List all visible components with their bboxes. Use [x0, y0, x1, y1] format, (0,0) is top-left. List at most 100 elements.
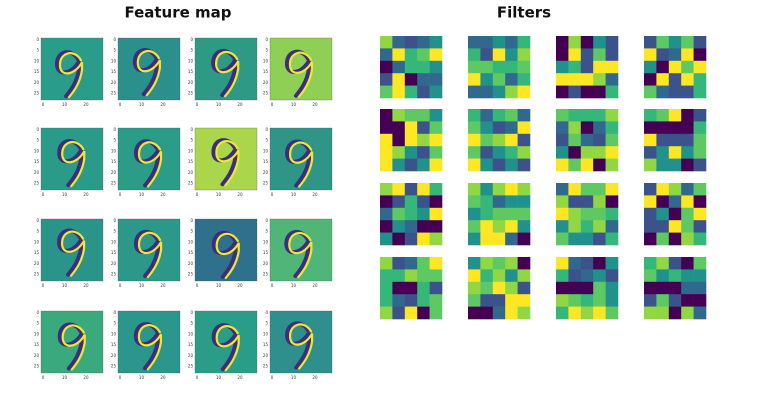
filter-cell: [556, 257, 569, 270]
filter-cell: [517, 232, 531, 246]
filter-cell: [404, 48, 418, 62]
digit-stroke-dark: [285, 139, 312, 188]
x-tick-label: 0: [271, 283, 274, 288]
filter-cell: [468, 85, 481, 99]
filter-cell: [693, 183, 707, 196]
x-tick-label: 10: [62, 283, 68, 288]
y-tick-label: 25: [188, 364, 194, 369]
filter-cell: [693, 48, 707, 62]
filter-cell: [429, 48, 443, 62]
filter-cell: [693, 294, 707, 307]
y-tick-label: 20: [188, 80, 194, 85]
filter-cell: [644, 232, 657, 246]
filter-cell: [681, 36, 694, 49]
filter-cell: [480, 306, 494, 320]
filter-cell: [380, 220, 393, 233]
filter-cell: [505, 146, 518, 159]
y-tick-label: 15: [34, 250, 40, 255]
filter-cell: [505, 133, 518, 147]
filter-cell: [644, 109, 657, 122]
filter-cell: [505, 220, 518, 233]
filter-cell: [668, 281, 682, 295]
filter-cell: [593, 306, 606, 320]
y-tick-label: 20: [34, 170, 40, 175]
filter: [644, 36, 707, 99]
filter-cell: [668, 158, 682, 172]
filter-cell: [556, 48, 569, 62]
filter-cell: [644, 121, 657, 135]
filter-cell: [392, 281, 406, 295]
y-tick-label: 25: [263, 272, 269, 277]
x-tick-label: 20: [160, 375, 166, 380]
filter-cell: [668, 121, 682, 135]
x-tick-label: 0: [119, 283, 122, 288]
filter-cell: [417, 306, 430, 320]
filter-cell: [681, 306, 694, 320]
filter-cell: [568, 36, 582, 49]
filter-cell: [556, 146, 569, 159]
filter-cell: [492, 306, 506, 320]
y-tick-label: 25: [188, 272, 194, 277]
filter-cell: [593, 158, 606, 172]
x-tick-label: 20: [83, 192, 89, 197]
filter-cell: [656, 269, 670, 283]
filter-cell: [580, 48, 594, 62]
filter-cell: [468, 73, 481, 86]
digit-stroke-light: [289, 323, 314, 370]
filter-cell: [693, 121, 707, 135]
filter: [556, 109, 619, 172]
filter-cell: [517, 60, 531, 74]
filter-cell: [644, 36, 657, 49]
x-tick-label: 20: [312, 102, 318, 107]
y-tick-label: 20: [188, 170, 194, 175]
filter-cell: [468, 195, 481, 209]
filter: [468, 183, 531, 246]
y-tick-label: 25: [111, 272, 117, 277]
filter-cell: [593, 207, 606, 221]
filter-cell: [568, 183, 582, 196]
filter-cell: [580, 220, 594, 233]
filter-cell: [480, 109, 494, 122]
filter-cell: [468, 48, 481, 62]
filter-cell: [492, 73, 506, 86]
filter-cell: [568, 281, 582, 295]
feature-map-panel: 0 5 10 15 20 25 0 10 20: [111, 127, 181, 197]
filter-cell: [668, 146, 682, 159]
filter-cell: [580, 133, 594, 147]
filter-cell: [404, 306, 418, 320]
feature-map-panel: 0 5 10 15 20 25 0 10 20: [263, 127, 333, 197]
filter-cell: [429, 73, 443, 86]
filter-cell: [417, 60, 430, 74]
y-tick-label: 5: [113, 138, 116, 143]
filter-cell: [668, 294, 682, 307]
filter-cell: [392, 60, 406, 74]
filter-cell: [480, 294, 494, 307]
filter-cell: [517, 306, 531, 320]
y-tick-label: 15: [111, 342, 117, 347]
filter-cell: [593, 121, 606, 135]
y-tick-label: 25: [34, 272, 40, 277]
filter-cell: [556, 133, 569, 147]
filter-cell: [668, 48, 682, 62]
filter-cell: [593, 133, 606, 147]
filter-cell: [417, 232, 430, 246]
y-tick-label: 15: [263, 342, 269, 347]
filter-cell: [605, 195, 619, 209]
filter-cell: [417, 158, 430, 172]
feature-map-panel: 0 5 10 15 20 25 0 10 20: [263, 37, 333, 107]
filter-cell: [556, 220, 569, 233]
y-tick-label: 20: [34, 261, 40, 266]
filter-cell: [517, 257, 531, 270]
digit-stroke-light: [288, 231, 313, 279]
filter-cell: [517, 133, 531, 147]
filter-cell: [468, 269, 481, 283]
y-tick-label: 25: [34, 91, 40, 96]
filter-cell: [644, 257, 657, 270]
y-tick-label: 10: [34, 331, 40, 336]
filter-cell: [556, 183, 569, 196]
filter-cell: [681, 232, 694, 246]
filter-cell: [568, 294, 582, 307]
y-tick-label: 20: [111, 353, 117, 358]
filter-cell: [681, 109, 694, 122]
y-tick-label: 0: [36, 37, 39, 42]
